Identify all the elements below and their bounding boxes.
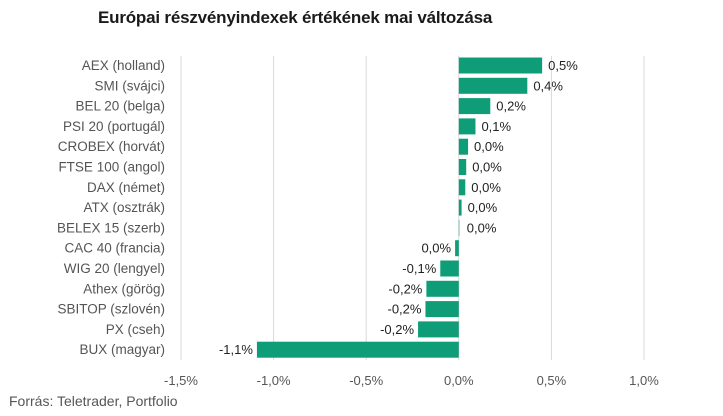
bar <box>458 199 462 216</box>
category-label: AEX (holland) <box>82 58 165 73</box>
data-label: -0,2% <box>387 302 421 317</box>
x-tick-label: 0,5% <box>537 373 567 388</box>
bar <box>256 341 459 358</box>
bar <box>455 240 459 257</box>
data-label: 0,0% <box>468 200 498 215</box>
data-label: -1,1% <box>219 342 253 357</box>
bar <box>458 118 476 135</box>
category-label: BELEX 15 (szerb) <box>57 220 165 235</box>
bar <box>458 98 491 115</box>
data-label: 0,5% <box>548 58 578 73</box>
category-label: CROBEX (horvát) <box>58 139 165 154</box>
bar <box>418 321 459 338</box>
x-axis-ticks: -1,5% -1,0% -0,5% 0,0% 0,5% 1,0% <box>164 373 659 388</box>
bar <box>458 219 460 236</box>
data-label: 0,0% <box>472 160 502 175</box>
category-label: FTSE 100 (angol) <box>58 160 165 175</box>
x-tick-label: -0,5% <box>349 373 383 388</box>
data-label: 0,2% <box>496 99 526 114</box>
data-label: 0,4% <box>533 78 563 93</box>
category-label: SBITOP (szlovén) <box>57 302 165 317</box>
data-label: -0,1% <box>402 261 436 276</box>
data-label: 0,1% <box>481 119 511 134</box>
bar-chart: AEX (holland) SMI (svájci) BEL 20 (belga) P… <box>57 56 659 388</box>
data-label: 0,0% <box>467 220 497 235</box>
category-label: ATX (osztrák) <box>83 200 165 215</box>
category-label: BEL 20 (belga) <box>75 99 165 114</box>
data-label: -0,2% <box>380 322 414 337</box>
x-tick-label: -1,0% <box>257 373 291 388</box>
bar <box>458 179 466 196</box>
category-label: Athex (görög) <box>83 281 165 296</box>
category-label: CAC 40 (francia) <box>64 241 165 256</box>
source-note: Forrás: Teletrader, Portfolio <box>9 393 178 409</box>
bar <box>425 301 459 318</box>
data-label: 0,0% <box>471 180 501 195</box>
bar <box>426 280 459 297</box>
category-label: BUX (magyar) <box>79 342 165 357</box>
bar <box>440 260 459 277</box>
category-label: PX (cseh) <box>106 322 165 337</box>
bar <box>458 57 543 74</box>
data-labels: 0,5% 0,4% 0,2% 0,1% 0,0% 0,0% 0,0% 0,0% 0,0% 0,0%… <box>219 58 578 357</box>
category-label: PSI 20 (portugál) <box>63 119 165 134</box>
x-tick-label: 1,0% <box>629 373 659 388</box>
bars <box>256 57 543 358</box>
data-label: 0,0% <box>474 139 504 154</box>
category-label: WIG 20 (lengyel) <box>64 261 165 276</box>
data-label: -0,2% <box>388 281 422 296</box>
bar <box>458 138 469 155</box>
bar <box>458 159 467 175</box>
x-tick-label: 0,0% <box>444 373 474 388</box>
category-label: DAX (német) <box>87 180 165 195</box>
chart-title: Európai részvényindexek értékének mai vá… <box>98 8 493 27</box>
category-labels: AEX (holland) SMI (svájci) BEL 20 (belga) P… <box>57 58 165 357</box>
bar <box>458 77 528 94</box>
x-tick-label: -1,5% <box>164 373 198 388</box>
data-label: 0,0% <box>421 241 451 256</box>
category-label: SMI (svájci) <box>95 78 166 93</box>
